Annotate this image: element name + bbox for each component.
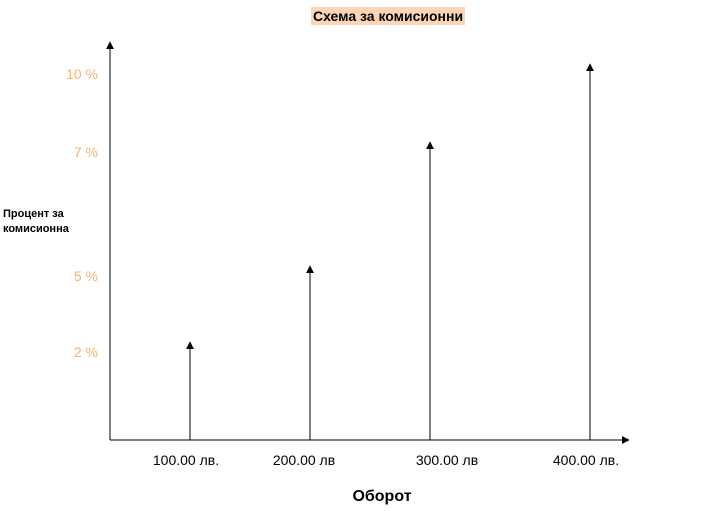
x-tick-label: 400.00 лв. (552, 452, 620, 468)
x-tick-label: 200.00 лв (272, 452, 336, 468)
x-tick-label: 100.00 лв. (152, 452, 220, 468)
y-tick-label: 2 % (73, 344, 98, 360)
y-tick-label: 5 % (73, 268, 98, 284)
y-tick-label: 7 % (73, 144, 98, 160)
y-axis-label: Процент за комисионна (3, 208, 69, 235)
x-axis-label: Оборот (352, 488, 412, 505)
chart-title: Схема за комисионни (311, 7, 466, 25)
y-tick-label: 10 % (66, 66, 98, 82)
x-tick-label: 300.00 лв (415, 452, 479, 468)
